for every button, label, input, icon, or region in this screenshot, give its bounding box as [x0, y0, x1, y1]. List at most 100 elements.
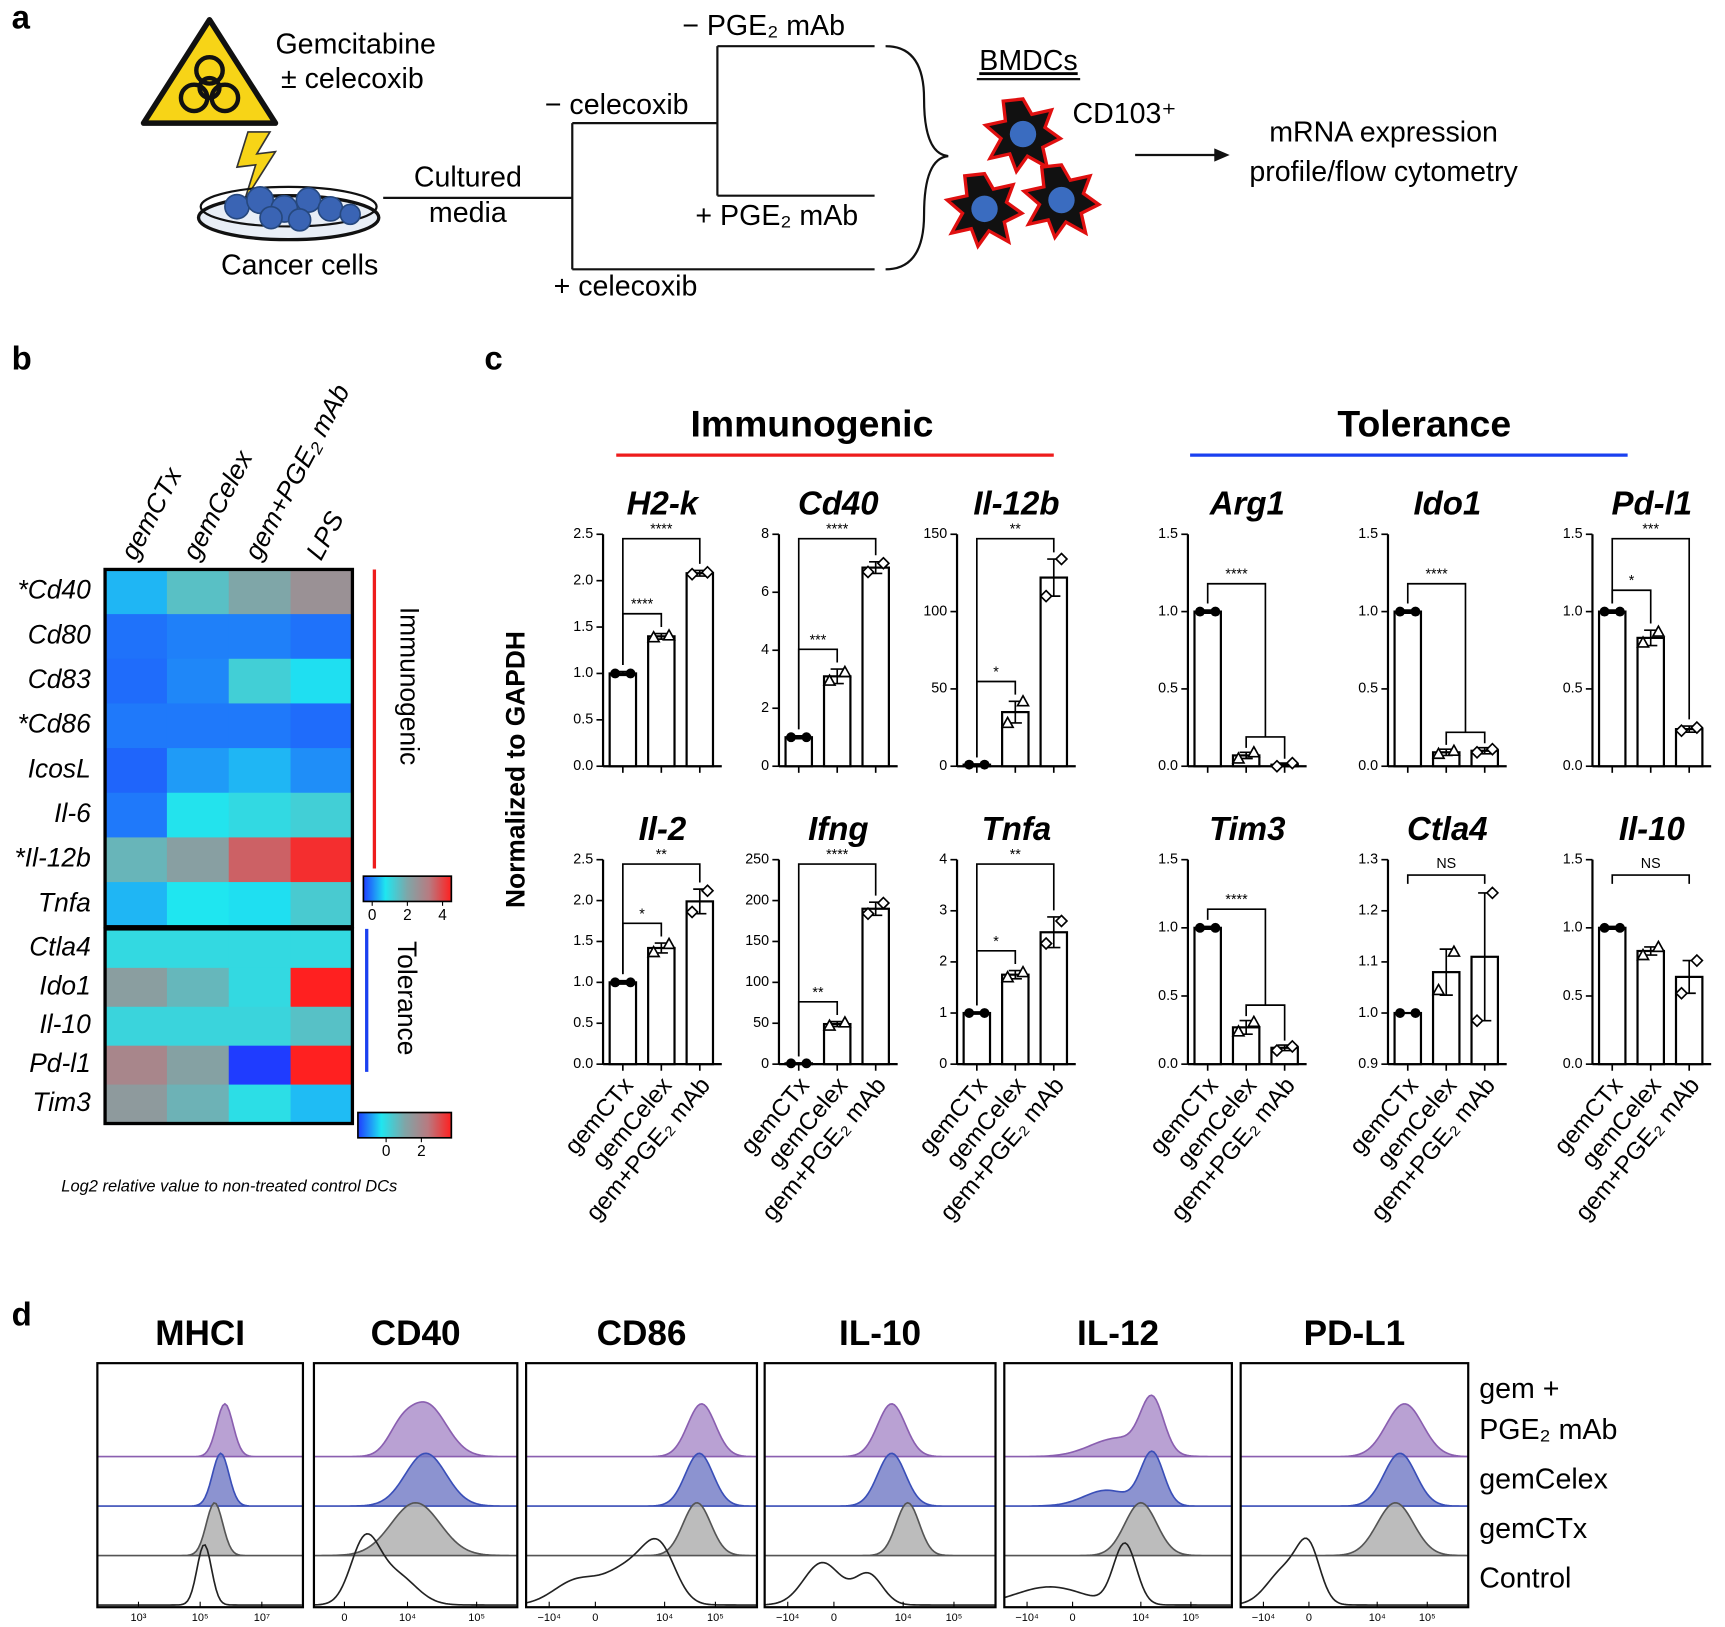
chart-title: Ifng [808, 810, 868, 847]
histogram-curve [97, 1501, 303, 1557]
y-tick-label: 0.0 [573, 758, 593, 774]
group-title: Immunogenic [691, 402, 934, 444]
significance-label: NS [1436, 856, 1456, 872]
dendritic-cells [943, 97, 1103, 250]
heatmap-cell [166, 882, 230, 928]
data-point [964, 1008, 975, 1018]
bar [861, 907, 890, 1066]
diagram-text: mRNA expression [1269, 117, 1498, 149]
x-tick-label: 10⁵ [707, 1612, 724, 1624]
heatmap-cell [105, 703, 168, 749]
panel-title: IL-12 [1077, 1314, 1159, 1353]
y-tick-label: 50 [931, 681, 947, 697]
chart-title: Tim3 [1209, 810, 1285, 847]
data-point [1447, 944, 1461, 957]
significance-label: ** [812, 985, 824, 1001]
significance-label: **** [1225, 892, 1248, 908]
panel-label: a [12, 0, 31, 35]
y-tick-label: 0.5 [1358, 681, 1378, 697]
data-point [1614, 922, 1625, 933]
panel-label: c [484, 339, 502, 376]
data-point [1651, 624, 1666, 637]
heatmap-cell [166, 1084, 230, 1125]
y-tick-label: 1.5 [1158, 526, 1178, 542]
significance-label: * [993, 664, 999, 680]
data-point [1285, 1039, 1299, 1054]
data-point [861, 906, 875, 921]
dendritic-cell [982, 97, 1064, 175]
bar [685, 572, 715, 768]
histogram-curve [1240, 1502, 1469, 1557]
x-tick-label: 0 [831, 1612, 837, 1624]
group-label: Tolerance [392, 941, 422, 1055]
x-tick-label: 10⁵ [1183, 1612, 1200, 1624]
histogram-curve [97, 1452, 303, 1507]
bar [1039, 931, 1069, 1066]
histogram-curve [764, 1501, 996, 1557]
y-tick-label: 1.5 [573, 619, 593, 635]
biohazard-ring [194, 54, 225, 86]
significance-label: * [1629, 573, 1635, 589]
panel-frame [312, 1362, 519, 1609]
diagram-text: CD103⁺ [1072, 98, 1176, 130]
diagram-text: + celecoxib [554, 271, 698, 303]
heatmap-cell [228, 658, 292, 704]
row-label: Cd80 [28, 619, 91, 649]
heatmap-cell [105, 882, 168, 928]
cell [339, 203, 361, 226]
data-point [685, 567, 699, 581]
x-tick-label: 0 [341, 1612, 347, 1624]
x-tick-label: 0 [1306, 1612, 1312, 1624]
data-point [625, 977, 636, 988]
x-tick-label: 10⁵ [192, 1612, 209, 1624]
histogram-curve [313, 1533, 517, 1606]
legend-label: Control [1479, 1562, 1571, 1594]
y-tick-label: 4 [939, 851, 947, 867]
x-tick-label: 10⁵ [946, 1612, 963, 1624]
cell [246, 186, 275, 215]
y-tick-label: 1.5 [1358, 526, 1378, 542]
bar [1001, 973, 1030, 1066]
histogram-curve [1240, 1452, 1469, 1507]
chart-title: Cd40 [798, 484, 879, 521]
y-tick-label: 150 [745, 933, 769, 949]
chart-title: Il-10 [1619, 810, 1686, 847]
histogram-curve [1239, 1537, 1468, 1606]
histogram-curve [97, 1543, 302, 1606]
data-point [1431, 746, 1446, 760]
data-point [1246, 1014, 1261, 1028]
cell [317, 195, 344, 222]
y-tick-label: 0.5 [1563, 681, 1583, 697]
data-point [1410, 606, 1421, 617]
data-point [1431, 982, 1446, 996]
data-point [1231, 751, 1246, 764]
diagram-text: − PGE₂ mAb [682, 10, 845, 42]
data-point [1231, 1024, 1246, 1037]
y-tick-label: 1.0 [1158, 603, 1178, 619]
y-tick-label: 1.5 [1563, 851, 1583, 867]
heatmap-cell [228, 882, 292, 928]
y-tick-label: 0.0 [1158, 758, 1178, 774]
data-point [1016, 964, 1030, 978]
heatmap-cell [228, 837, 292, 883]
diagram-text: Gemcitabine [275, 29, 435, 61]
heatmap-cell [228, 1006, 292, 1047]
cell [259, 205, 283, 230]
y-tick-label: 150 [923, 526, 947, 542]
data-point [786, 732, 796, 743]
bar [608, 672, 638, 768]
x-tick-label: 10⁴ [1132, 1612, 1149, 1624]
colorbar-tick-label: 0 [368, 907, 377, 924]
y-tick-label: 3 [939, 903, 947, 919]
y-tick-label: 1.0 [573, 974, 593, 990]
histogram-curve [313, 1452, 518, 1507]
x-tick-label: 0 [1070, 1612, 1076, 1624]
data-point [1210, 606, 1221, 617]
data-point [1485, 742, 1500, 756]
bar [647, 635, 676, 768]
hazard-sign [140, 17, 279, 126]
data-point [1210, 922, 1221, 933]
significance-label: ** [1010, 522, 1022, 538]
heatmap-cell [105, 792, 168, 838]
x-tick-label: 10⁵ [1419, 1612, 1436, 1624]
